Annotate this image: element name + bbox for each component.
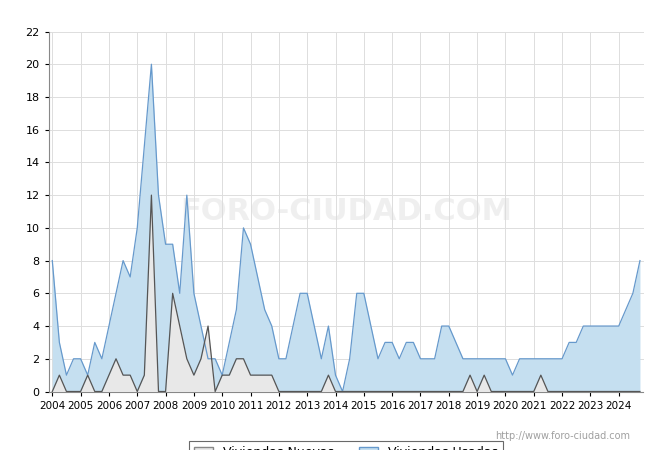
Legend: Viviendas Nuevas, Viviendas Usadas: Viviendas Nuevas, Viviendas Usadas — [189, 441, 503, 450]
Text: http://www.foro-ciudad.com: http://www.foro-ciudad.com — [495, 431, 630, 441]
Text: FORO-CIUDAD.COM: FORO-CIUDAD.COM — [180, 197, 512, 226]
Text: Ateca - Evolucion del Nº de Transacciones Inmobiliarias: Ateca - Evolucion del Nº de Transaccione… — [122, 12, 528, 27]
